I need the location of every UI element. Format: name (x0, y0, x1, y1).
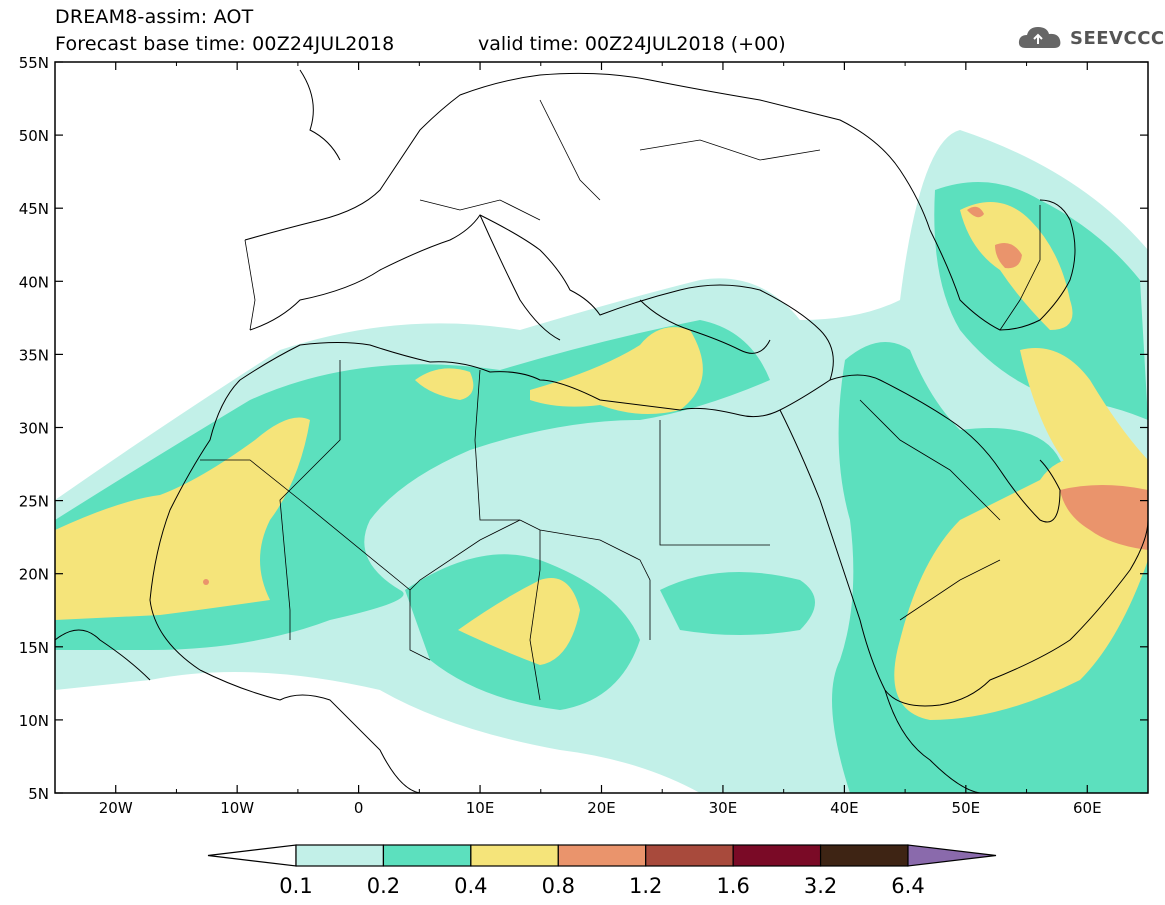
colorbar-label: 0.4 (454, 874, 487, 898)
colorbar-label: 1.6 (716, 874, 749, 898)
lon-label: 10E (466, 799, 495, 817)
lon-label: 20W (99, 799, 133, 817)
seevccc-logo: SEEVCCC (1016, 22, 1165, 54)
country-borders (200, 99, 1041, 701)
colorbar-label: 0.2 (367, 874, 400, 898)
aot-shading (55, 130, 1148, 793)
lat-label: 10N (19, 712, 49, 730)
lat-label: 50N (19, 127, 49, 145)
colorbar-swatch (819, 844, 909, 867)
colorbar-upper-triangle (907, 844, 997, 867)
cloud-icon (1018, 27, 1061, 48)
lon-label: 10W (220, 799, 254, 817)
lon-label: 50E (952, 799, 981, 817)
valid-time-label: valid time: 00Z24JUL2018 (+00) (478, 33, 786, 55)
colorbar-label: 0.1 (279, 874, 312, 898)
lat-label: 30N (19, 420, 49, 438)
lon-label: 40E (830, 799, 859, 817)
colorbar-swatch (295, 844, 385, 867)
base-time-label: Forecast base time: 00Z24JUL2018 (55, 33, 395, 55)
colorbar-label: 3.2 (804, 874, 837, 898)
colorbar: 0.1 0.2 0.4 0.8 1.2 1.6 3.2 6.4 (207, 844, 997, 898)
colorbar-label: 1.2 (629, 874, 662, 898)
lat-label: 5N (28, 785, 49, 803)
lat-label: 20N (19, 566, 49, 584)
lon-label: 30E (709, 799, 738, 817)
colorbar-swatch (557, 844, 647, 867)
colorbar-swatch (645, 844, 734, 867)
lat-label: 15N (19, 639, 49, 657)
lon-label: 0 (354, 799, 364, 817)
colorbar-label: 6.4 (891, 874, 924, 898)
latitude-axis: 55N 50N 45N 40N 35N 30N 25N 20N 15N 10N 5N (19, 54, 1148, 803)
lat-label: 35N (19, 346, 49, 364)
colorbar-lower-triangle (207, 844, 297, 867)
coastlines (55, 69, 1148, 793)
chart-title: DREAM8-assim: AOT (55, 6, 254, 28)
colorbar-swatch (382, 844, 472, 867)
lat-label: 55N (19, 54, 49, 72)
colorbar-label: 0.8 (542, 874, 575, 898)
colorbar-swatch (732, 844, 822, 867)
lon-label: 60E (1073, 799, 1102, 817)
lon-label: 20E (587, 799, 616, 817)
lat-label: 40N (19, 273, 49, 291)
lat-label: 25N (19, 493, 49, 511)
lat-label: 45N (19, 200, 49, 218)
logo-text: SEEVCCC (1070, 27, 1165, 49)
longitude-axis: 20W 10W 0 10E 20E 30E 40E 50E 60E (54, 62, 1149, 817)
colorbar-swatch (470, 844, 559, 867)
